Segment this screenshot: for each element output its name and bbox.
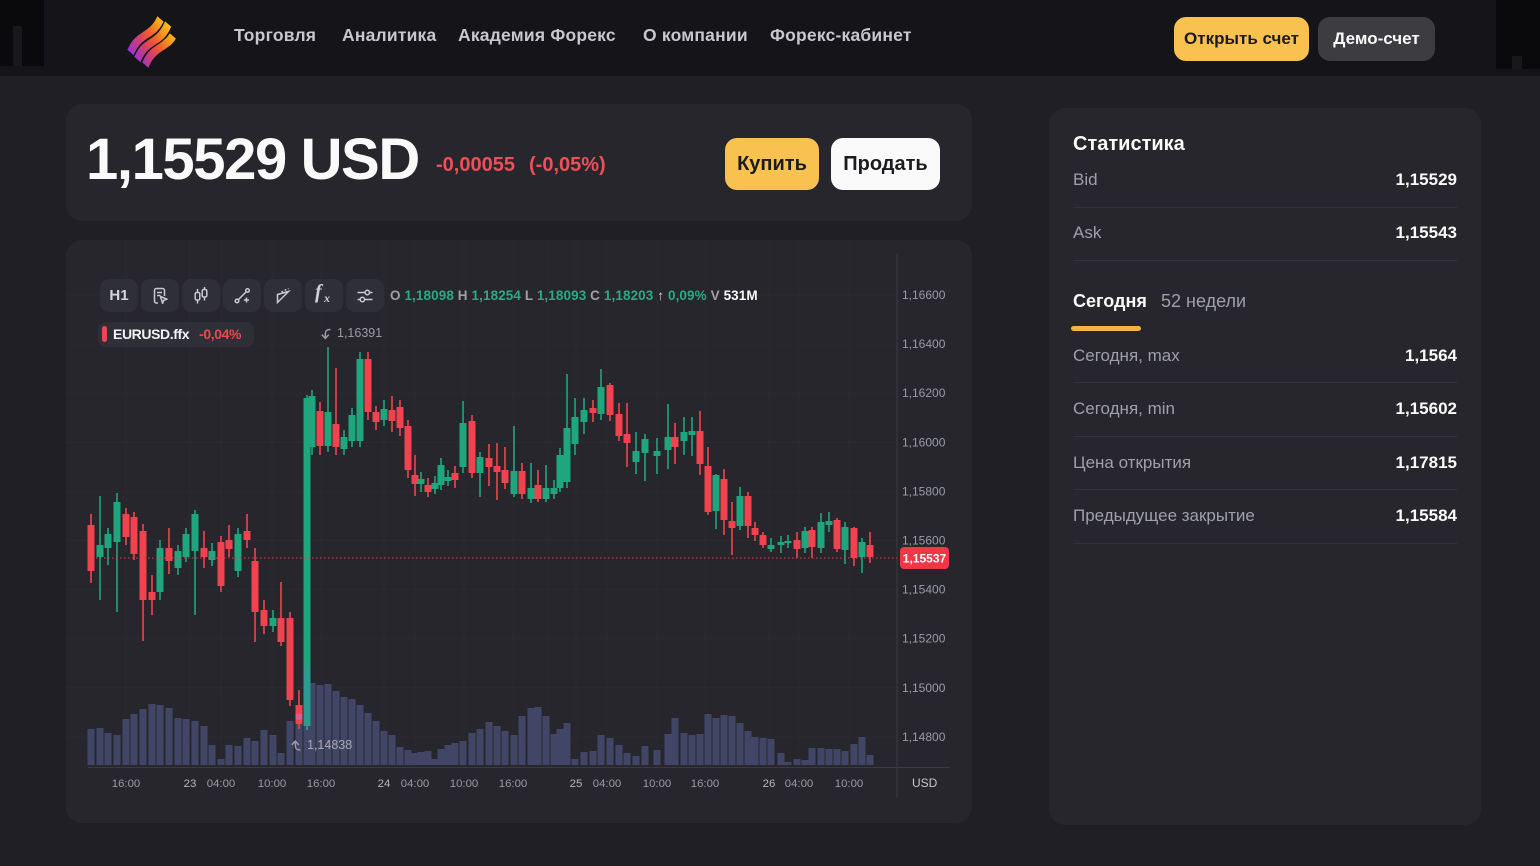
svg-text:1,15400: 1,15400 [902,583,946,597]
svg-text:1,15537: 1,15537 [903,552,947,566]
svg-text:1,15800: 1,15800 [902,484,946,498]
svg-text:1,16600: 1,16600 [902,288,946,302]
svg-text:04:00: 04:00 [207,778,236,790]
svg-text:10:00: 10:00 [450,778,479,790]
svg-text:1,15000: 1,15000 [902,681,946,695]
svg-text:1,16400: 1,16400 [902,337,946,351]
svg-text:1,14838: 1,14838 [307,738,352,752]
svg-text:1,15600: 1,15600 [902,534,946,548]
svg-text:16:00: 16:00 [499,778,528,790]
svg-text:23: 23 [184,778,197,790]
svg-text:04:00: 04:00 [593,778,622,790]
svg-text:26: 26 [763,778,776,790]
svg-text:16:00: 16:00 [112,778,141,790]
svg-text:24: 24 [378,778,391,790]
svg-text:10:00: 10:00 [258,778,287,790]
svg-text:1,15200: 1,15200 [902,632,946,646]
svg-text:10:00: 10:00 [835,778,864,790]
svg-text:10:00: 10:00 [643,778,672,790]
svg-text:25: 25 [570,778,583,790]
svg-text:1,16200: 1,16200 [902,386,946,400]
svg-text:16:00: 16:00 [307,778,336,790]
svg-text:04:00: 04:00 [401,778,430,790]
svg-text:16:00: 16:00 [691,778,720,790]
svg-text:04:00: 04:00 [785,778,814,790]
svg-text:1,14800: 1,14800 [902,730,946,744]
svg-text:USD: USD [912,776,938,790]
svg-text:1,16000: 1,16000 [902,435,946,449]
svg-text:1,16391: 1,16391 [337,326,382,340]
